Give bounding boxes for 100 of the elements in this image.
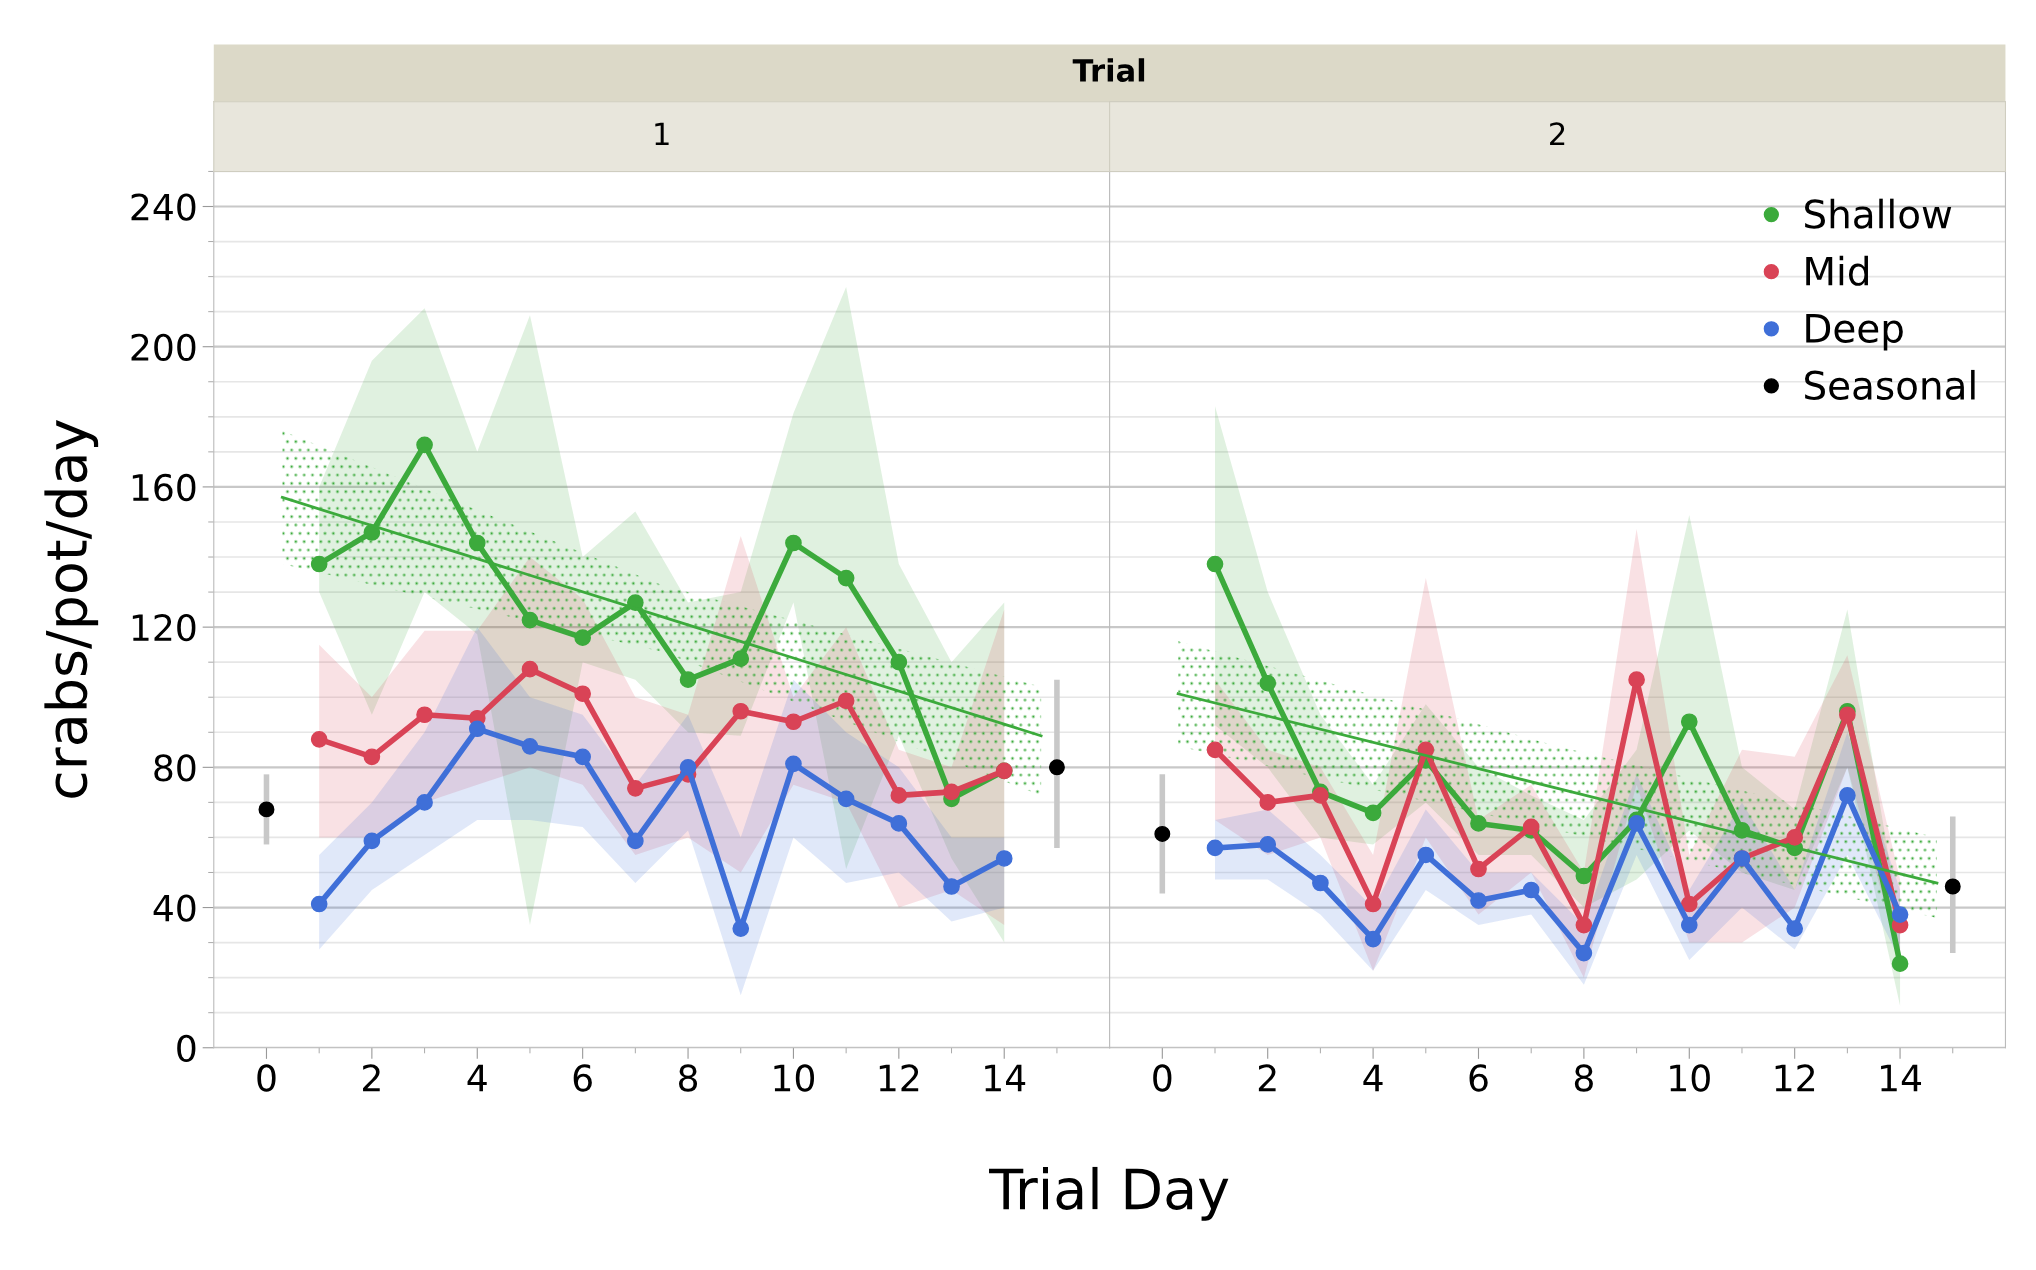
point — [1786, 920, 1804, 937]
point — [1680, 713, 1698, 731]
point — [785, 713, 802, 731]
y-axis-title: crabs/pot/day — [44, 420, 99, 798]
chart-title: 1 — [655, 122, 669, 145]
point — [1628, 671, 1645, 689]
point — [468, 534, 486, 552]
point — [310, 895, 328, 913]
point — [1206, 839, 1224, 857]
x-tick-label: 10 — [774, 1064, 815, 1092]
legend-label: Shallow — [1805, 198, 1952, 229]
legend-label: Mid — [1806, 255, 1868, 286]
point — [416, 794, 433, 811]
y-tick-label: 0 — [177, 1034, 196, 1062]
point — [1364, 930, 1382, 948]
point — [1417, 846, 1435, 864]
point — [943, 878, 960, 895]
point — [679, 758, 697, 776]
point — [363, 748, 381, 766]
point — [890, 815, 908, 832]
legend-label: Seasonal — [1805, 369, 1975, 401]
x-axis-title: Trial Day — [989, 1166, 1229, 1221]
y-tick-label: 40 — [153, 894, 196, 922]
point — [785, 534, 802, 552]
point — [1470, 815, 1487, 832]
point — [1470, 860, 1487, 878]
point — [468, 720, 486, 738]
point — [1259, 674, 1277, 692]
point — [416, 436, 433, 454]
x-tick-label: 4 — [467, 1064, 487, 1092]
point — [310, 555, 328, 573]
point — [1628, 815, 1645, 832]
x-tick-label: 0 — [1153, 1064, 1172, 1092]
x-tick-label: 6 — [1469, 1064, 1488, 1092]
point — [574, 748, 591, 766]
point — [1312, 874, 1329, 892]
point — [1364, 804, 1382, 822]
point — [1522, 818, 1540, 836]
y-tick-label: 160 — [132, 473, 196, 502]
point — [258, 801, 275, 818]
point — [837, 692, 855, 710]
point — [995, 850, 1013, 867]
point — [1944, 878, 1961, 895]
point — [1522, 881, 1540, 899]
point — [1048, 759, 1065, 776]
point — [1206, 741, 1224, 759]
point — [1891, 906, 1909, 923]
point — [1470, 892, 1487, 909]
x-tick-label: 2 — [363, 1064, 380, 1092]
point — [1575, 867, 1593, 885]
x-tick-label: 4 — [1363, 1064, 1383, 1092]
point — [1839, 787, 1856, 804]
x-tick-label: 12 — [879, 1064, 919, 1092]
point — [1364, 895, 1382, 913]
chart-title: 2 — [1550, 122, 1565, 145]
point — [890, 653, 908, 671]
point — [1839, 706, 1856, 724]
point — [1312, 787, 1329, 804]
point — [1259, 794, 1277, 811]
point — [574, 629, 591, 646]
x-tick-label: 0 — [257, 1064, 276, 1092]
point — [1575, 944, 1593, 962]
point — [837, 569, 855, 587]
point — [1206, 555, 1224, 573]
point — [785, 755, 802, 773]
point — [363, 832, 381, 850]
point — [943, 783, 960, 801]
point — [521, 737, 539, 755]
y-tick-label: 200 — [131, 333, 196, 361]
point — [1891, 955, 1909, 972]
point — [1680, 916, 1698, 934]
y-tick-label: 80 — [154, 754, 196, 782]
point — [732, 702, 750, 720]
point — [310, 730, 328, 748]
point — [627, 832, 644, 850]
x-tick-label: 2 — [1258, 1064, 1276, 1092]
point — [732, 920, 750, 937]
point — [574, 685, 591, 703]
text: Trial — [1072, 58, 1145, 82]
point — [837, 790, 855, 808]
x-tick-label: 8 — [679, 1064, 698, 1092]
legend-label: Deep — [1806, 314, 1903, 351]
point — [521, 611, 539, 629]
x-tick-label: 12 — [1775, 1064, 1815, 1092]
y-tick-label: 120 — [132, 614, 196, 642]
x-tick-label: 10 — [1670, 1064, 1710, 1092]
point — [1575, 916, 1593, 934]
x-tick-label: 6 — [573, 1064, 592, 1092]
point — [732, 650, 750, 668]
point — [1680, 895, 1698, 913]
y-tick-label: 240 — [131, 193, 196, 221]
point — [416, 706, 433, 724]
point — [1259, 836, 1277, 853]
x-tick-label: 14 — [1881, 1064, 1922, 1092]
point — [1154, 825, 1171, 842]
point — [679, 671, 697, 689]
point — [890, 787, 908, 804]
x-tick-label: 14 — [985, 1064, 1026, 1092]
point — [627, 780, 644, 797]
point — [521, 660, 539, 678]
